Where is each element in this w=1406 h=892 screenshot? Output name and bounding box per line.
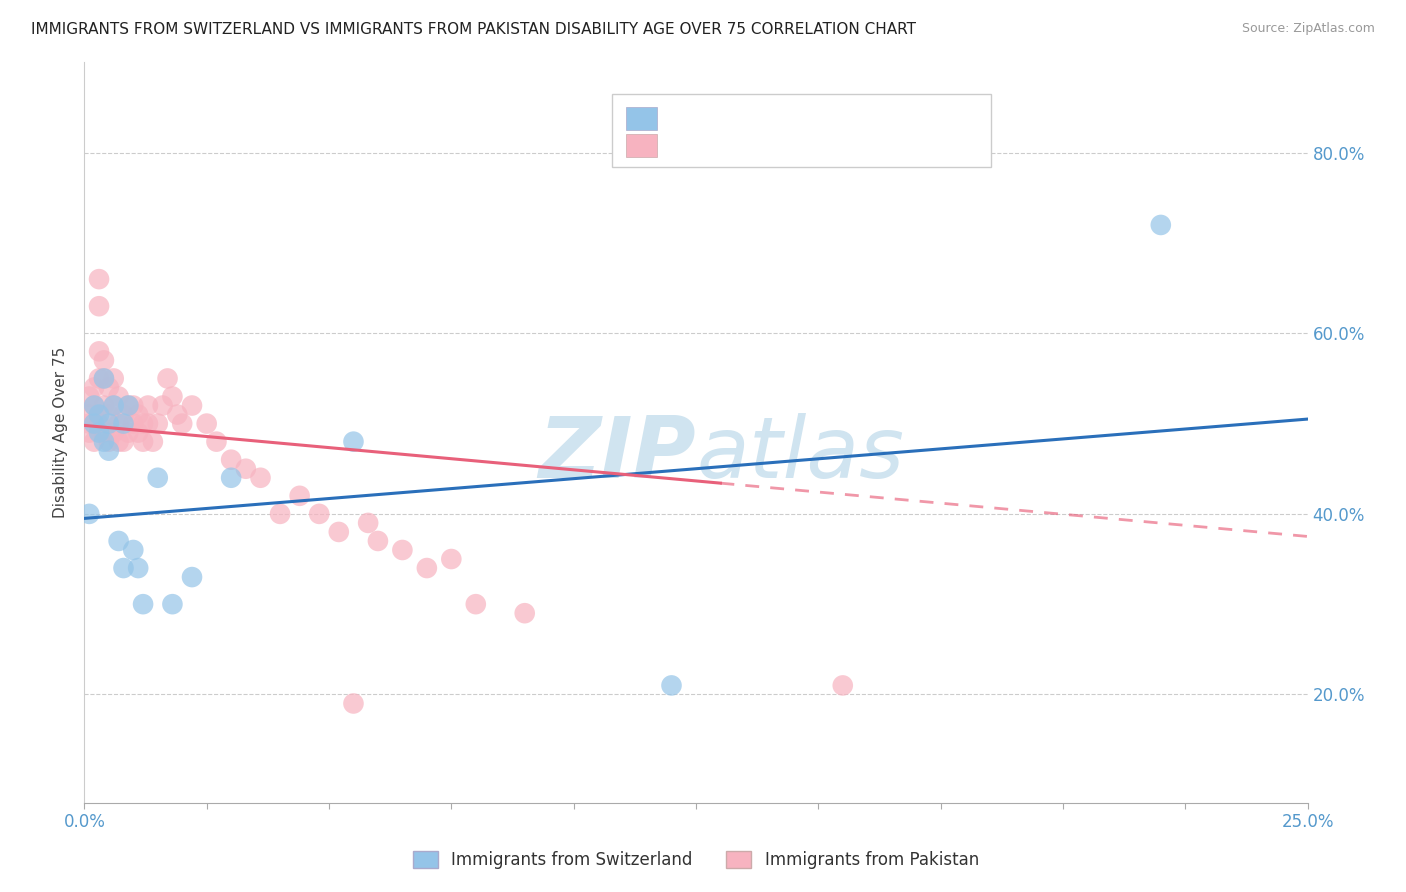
Point [107,533,129,548]
Point [87,408,110,422]
Text: R = -0.350   N = 64: R = -0.350 N = 64 [668,143,845,161]
Point [464,597,486,611]
Point [156,371,179,385]
Point [132,417,155,431]
Point [83,399,105,413]
Text: Source: ZipAtlas.com: Source: ZipAtlas.com [1241,22,1375,36]
Point [112,561,135,575]
Point [87,272,110,286]
Point [1150,218,1173,232]
Point [136,399,159,413]
Point [93,425,115,440]
Point [77,425,100,440]
Point [107,417,129,431]
Point [127,425,149,440]
Point [440,552,463,566]
Point [97,434,120,449]
Point [205,434,228,449]
Point [87,417,110,431]
Point [249,471,271,485]
Point [97,408,120,422]
Point [103,399,125,413]
Point [93,371,115,385]
Point [77,408,100,422]
Point [107,390,129,404]
Point [112,434,135,449]
Point [103,371,125,385]
Point [117,399,139,413]
Point [87,425,110,440]
Point [117,399,139,413]
Point [83,434,105,449]
Point [107,434,129,449]
Point [87,371,110,385]
Point [103,399,125,413]
Text: atlas: atlas [696,413,904,496]
Point [269,507,291,521]
Point [93,399,115,413]
Point [87,299,110,313]
Point [93,371,115,385]
Point [132,597,155,611]
Point [661,678,683,692]
Point [357,516,380,530]
Point [83,380,105,394]
Point [328,524,350,539]
Point [103,425,125,440]
Point [127,561,149,575]
Point [831,678,853,692]
Point [93,434,115,449]
Point [122,399,145,413]
Point [112,417,135,431]
Point [416,561,439,575]
Point [77,507,100,521]
Point [367,533,389,548]
Point [288,489,311,503]
Point [77,390,100,404]
Text: ZIP: ZIP [538,413,696,496]
Point [97,380,120,394]
Text: R =  0.260   N = 24: R = 0.260 N = 24 [668,116,844,134]
Point [342,697,364,711]
Point [152,399,174,413]
Point [97,443,120,458]
Point [162,597,184,611]
Point [166,408,188,422]
Point [87,344,110,359]
Point [308,507,330,521]
Point [219,452,242,467]
Point [132,434,155,449]
Point [77,417,100,431]
Point [122,543,145,558]
Point [127,408,149,422]
Point [142,434,165,449]
Point [146,471,169,485]
Point [172,417,194,431]
Legend: Immigrants from Switzerland, Immigrants from Pakistan: Immigrants from Switzerland, Immigrants … [406,845,986,876]
Point [83,417,105,431]
Point [181,570,204,584]
Point [195,417,218,431]
Point [97,417,120,431]
Point [342,434,364,449]
Point [112,408,135,422]
Point [117,425,139,440]
Point [122,417,145,431]
Y-axis label: Disability Age Over 75: Disability Age Over 75 [53,347,69,518]
Text: IMMIGRANTS FROM SWITZERLAND VS IMMIGRANTS FROM PAKISTAN DISABILITY AGE OVER 75 C: IMMIGRANTS FROM SWITZERLAND VS IMMIGRANT… [31,22,915,37]
Point [181,399,204,413]
Point [219,471,242,485]
Point [162,390,184,404]
Point [391,543,413,558]
Point [235,461,257,475]
Point [136,417,159,431]
Point [513,606,536,620]
Point [83,399,105,413]
Point [83,417,105,431]
Point [93,353,115,368]
Point [146,417,169,431]
